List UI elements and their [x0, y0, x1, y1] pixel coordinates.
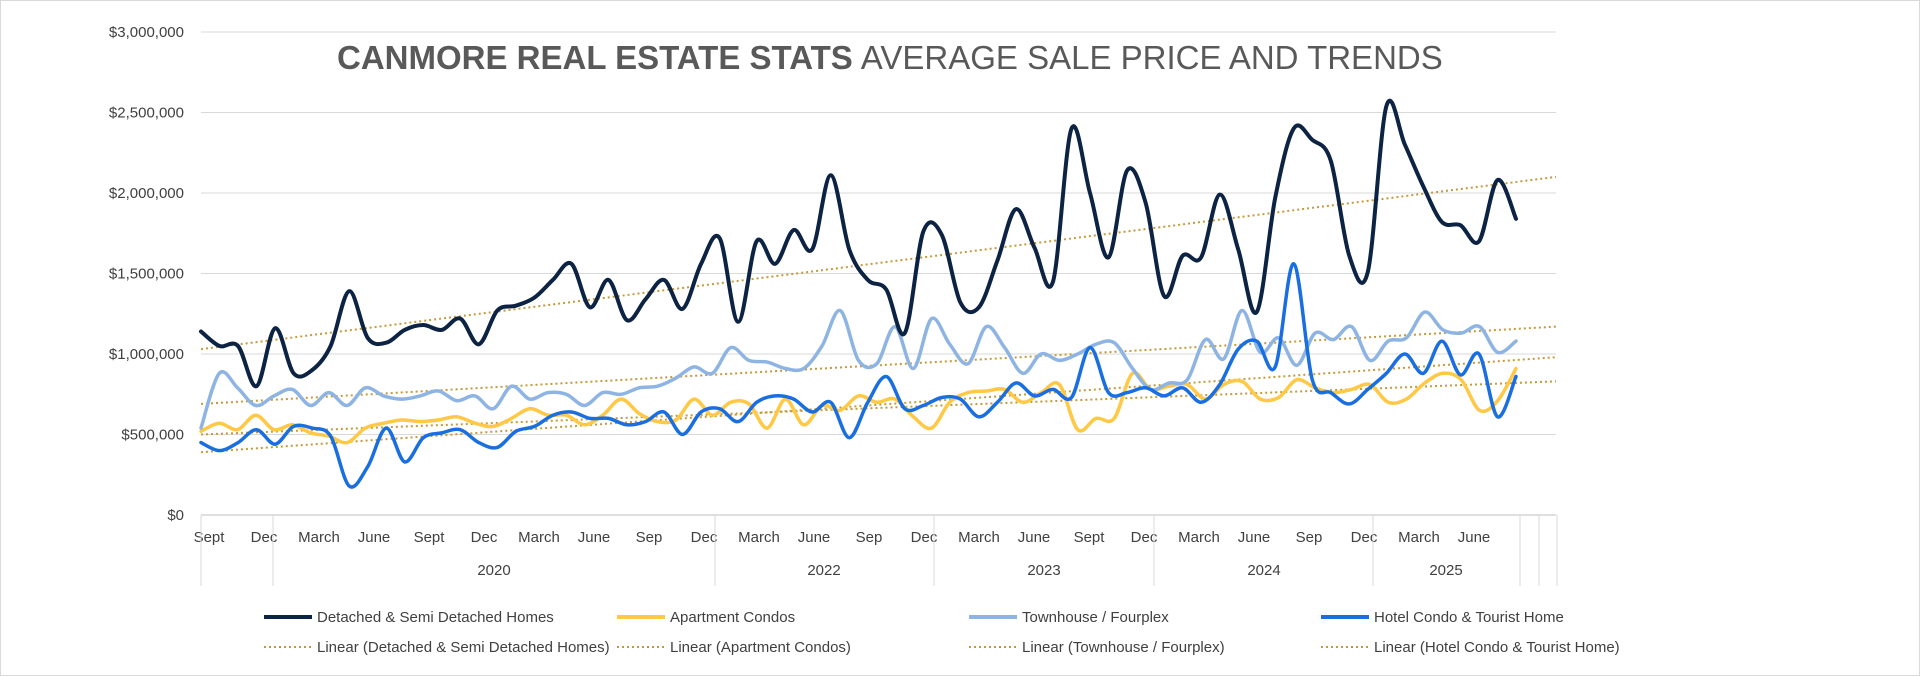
legend-label: Apartment Condos: [670, 609, 795, 626]
x-tick-label: March: [298, 529, 340, 546]
chart-title: CANMORE REAL ESTATE STATS: [337, 39, 853, 76]
x-tick-label: June: [1458, 529, 1491, 546]
x-tick-label: Sept: [194, 529, 226, 546]
series-line-1: [199, 98, 1518, 389]
x-tick-label: Sept: [414, 529, 446, 546]
x-axis: Sept Dec March June Sept Dec March June Sep Dec Ma…: [194, 515, 1558, 586]
x-tick-label: Sep: [636, 529, 663, 546]
x-year-label: 2024: [1247, 562, 1280, 579]
x-tick-label: Sep: [856, 529, 883, 546]
chart-subtitle: AVERAGE SALE PRICE AND TRENDS: [861, 39, 1443, 76]
series-lines: [199, 98, 1518, 489]
x-tick-label: June: [798, 529, 831, 546]
trendline-4: [200, 356, 1557, 454]
series-line-4: [199, 262, 1518, 489]
trendline-3: [200, 325, 1557, 405]
y-tick-label: $1,000,000: [109, 346, 184, 363]
x-year-label: 2022: [807, 562, 840, 579]
x-tick-label: June: [1238, 529, 1271, 546]
y-tick-label: $500,000: [121, 427, 184, 444]
x-year-label: 2023: [1027, 562, 1060, 579]
legend-label-trend: Linear (Detached & Semi Detached Homes): [317, 639, 610, 656]
legend-label-trend: Linear (Hotel Condo & Tourist Home): [1374, 639, 1620, 656]
x-tick-label: June: [578, 529, 611, 546]
x-tick-label: Dec: [911, 529, 938, 546]
gridlines: [201, 31, 1556, 516]
x-tick-label: Dec: [1131, 529, 1158, 546]
trendlines: [200, 175, 1557, 454]
legend: Detached & Semi Detached Homes Apartment …: [264, 609, 1620, 656]
y-axis-ticks: $0 $500,000 $1,000,000 $1,500,000 $2,000,000…: [109, 24, 184, 524]
x-year-label: 2025: [1429, 562, 1462, 579]
y-tick-label: $0: [167, 507, 184, 524]
legend-label: Hotel Condo & Tourist Home: [1374, 609, 1564, 626]
y-tick-label: $2,500,000: [109, 105, 184, 122]
x-tick-label: Sep: [1296, 529, 1323, 546]
x-tick-label: June: [358, 529, 391, 546]
trendline-2: [200, 380, 1557, 436]
x-tick-label: Dec: [691, 529, 718, 546]
x-tick-label: March: [958, 529, 1000, 546]
legend-label-trend: Linear (Townhouse / Fourplex): [1022, 639, 1225, 656]
x-tick-label: March: [738, 529, 780, 546]
x-tick-label: Dec: [251, 529, 278, 546]
x-tick-label: March: [1178, 529, 1220, 546]
x-tick-label: March: [1398, 529, 1440, 546]
y-tick-label: $3,000,000: [109, 24, 184, 41]
x-tick-label: June: [1018, 529, 1051, 546]
x-tick-label: Dec: [471, 529, 498, 546]
legend-label-trend: Linear (Apartment Condos): [670, 639, 851, 656]
x-tick-label: March: [518, 529, 560, 546]
legend-label: Detached & Semi Detached Homes: [317, 609, 554, 626]
series-line-3: [199, 308, 1518, 430]
series-line-2: [199, 366, 1518, 445]
chart-title-group: CANMORE REAL ESTATE STATS AVERAGE SALE PR…: [337, 39, 1443, 76]
x-tick-label: Sept: [1074, 529, 1106, 546]
legend-label: Townhouse / Fourplex: [1022, 609, 1169, 626]
x-year-label: 2020: [477, 562, 510, 579]
y-tick-label: $1,500,000: [109, 266, 184, 283]
y-tick-label: $2,000,000: [109, 185, 184, 202]
x-tick-label: Dec: [1351, 529, 1378, 546]
